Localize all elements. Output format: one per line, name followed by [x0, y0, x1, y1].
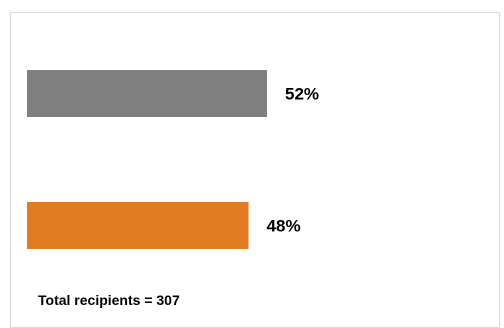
- bar-1: [27, 70, 267, 117]
- total-recipients-note: Total recipients = 307: [38, 292, 180, 308]
- data-label-2: 48%: [267, 217, 301, 236]
- bar-2: [27, 202, 249, 249]
- bar-chart: 52% 48%: [27, 70, 319, 249]
- data-label-1: 52%: [285, 85, 319, 104]
- chart-frame: [10, 12, 500, 328]
